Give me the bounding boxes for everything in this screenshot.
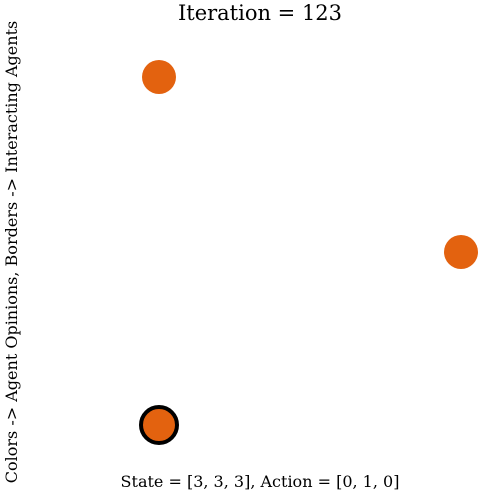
agent-node [142, 60, 176, 94]
y-axis-label: Colors -> Agent Opinions, Borders -> Int… [2, 20, 21, 484]
state-action-caption: State = [3, 3, 3], Action = [0, 1, 0] [120, 472, 400, 491]
agent-node-interacting [139, 405, 179, 445]
plot-title: Iteration = 123 [177, 1, 343, 25]
agent-node [444, 235, 478, 269]
